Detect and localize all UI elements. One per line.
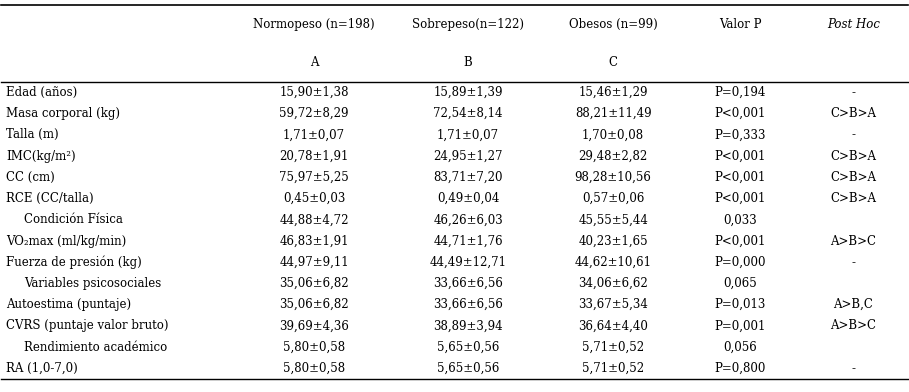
Text: CVRS (puntaje valor bruto): CVRS (puntaje valor bruto) xyxy=(6,319,168,332)
Text: 34,06±6,62: 34,06±6,62 xyxy=(578,277,648,290)
Text: 35,06±6,82: 35,06±6,82 xyxy=(279,298,349,311)
Text: B: B xyxy=(464,56,473,69)
Text: Fuerza de presión (kg): Fuerza de presión (kg) xyxy=(6,256,142,269)
Text: 0,033: 0,033 xyxy=(723,213,757,226)
Text: IMC(kg/m²): IMC(kg/m²) xyxy=(6,150,75,163)
Text: 0,45±0,03: 0,45±0,03 xyxy=(283,192,345,205)
Text: Sobrepeso(n=122): Sobrepeso(n=122) xyxy=(412,18,524,31)
Text: 0,49±0,04: 0,49±0,04 xyxy=(437,192,499,205)
Text: 33,66±6,56: 33,66±6,56 xyxy=(434,298,503,311)
Text: 1,71±0,07: 1,71±0,07 xyxy=(283,129,345,142)
Text: -: - xyxy=(851,86,855,99)
Text: Obesos (n=99): Obesos (n=99) xyxy=(569,18,657,31)
Text: P=0,000: P=0,000 xyxy=(714,256,765,269)
Text: 45,55±5,44: 45,55±5,44 xyxy=(578,213,648,226)
Text: 15,90±1,38: 15,90±1,38 xyxy=(279,86,349,99)
Text: Valor P: Valor P xyxy=(719,18,761,31)
Text: 44,49±12,71: 44,49±12,71 xyxy=(430,256,506,269)
Text: -: - xyxy=(851,362,855,375)
Text: 44,97±9,11: 44,97±9,11 xyxy=(279,256,349,269)
Text: 98,28±10,56: 98,28±10,56 xyxy=(574,171,652,184)
Text: 33,67±5,34: 33,67±5,34 xyxy=(578,298,648,311)
Text: 40,23±1,65: 40,23±1,65 xyxy=(578,234,648,247)
Text: 24,95±1,27: 24,95±1,27 xyxy=(434,150,503,163)
Text: 0,056: 0,056 xyxy=(723,341,757,354)
Text: Edad (años): Edad (años) xyxy=(6,86,77,99)
Text: 15,46±1,29: 15,46±1,29 xyxy=(578,86,648,99)
Text: VO₂max (ml/kg/min): VO₂max (ml/kg/min) xyxy=(6,234,126,247)
Text: 15,89±1,39: 15,89±1,39 xyxy=(434,86,503,99)
Text: 0,57±0,06: 0,57±0,06 xyxy=(582,192,644,205)
Text: A>B>C: A>B>C xyxy=(830,319,876,332)
Text: P<0,001: P<0,001 xyxy=(714,234,765,247)
Text: 5,65±0,56: 5,65±0,56 xyxy=(437,362,499,375)
Text: P<0,001: P<0,001 xyxy=(714,150,765,163)
Text: 0,065: 0,065 xyxy=(723,277,757,290)
Text: 29,48±2,82: 29,48±2,82 xyxy=(578,150,648,163)
Text: 46,26±6,03: 46,26±6,03 xyxy=(434,213,503,226)
Text: 39,69±4,36: 39,69±4,36 xyxy=(279,319,349,332)
Text: A>B,C: A>B,C xyxy=(834,298,874,311)
Text: P=0,194: P=0,194 xyxy=(714,86,765,99)
Text: 1,71±0,07: 1,71±0,07 xyxy=(437,129,499,142)
Text: 44,62±10,61: 44,62±10,61 xyxy=(574,256,652,269)
Text: P<0,001: P<0,001 xyxy=(714,107,765,120)
Text: P=0,013: P=0,013 xyxy=(714,298,765,311)
Text: P=0,333: P=0,333 xyxy=(714,129,765,142)
Text: 33,66±6,56: 33,66±6,56 xyxy=(434,277,503,290)
Text: 44,88±4,72: 44,88±4,72 xyxy=(279,213,349,226)
Text: P=0,800: P=0,800 xyxy=(714,362,765,375)
Text: 72,54±8,14: 72,54±8,14 xyxy=(434,107,503,120)
Text: Normopeso (n=198): Normopeso (n=198) xyxy=(254,18,375,31)
Text: Rendimiento académico: Rendimiento académico xyxy=(24,341,167,354)
Text: 44,71±1,76: 44,71±1,76 xyxy=(434,234,503,247)
Text: 75,97±5,25: 75,97±5,25 xyxy=(279,171,349,184)
Text: C>B>A: C>B>A xyxy=(830,171,876,184)
Text: 1,70±0,08: 1,70±0,08 xyxy=(582,129,644,142)
Text: C>B>A: C>B>A xyxy=(830,107,876,120)
Text: Masa corporal (kg): Masa corporal (kg) xyxy=(6,107,120,120)
Text: Condición Física: Condición Física xyxy=(24,213,123,226)
Text: Variables psicosociales: Variables psicosociales xyxy=(24,277,161,290)
Text: A>B>C: A>B>C xyxy=(830,234,876,247)
Text: 35,06±6,82: 35,06±6,82 xyxy=(279,277,349,290)
Text: 59,72±8,29: 59,72±8,29 xyxy=(279,107,349,120)
Text: C>B>A: C>B>A xyxy=(830,150,876,163)
Text: A: A xyxy=(310,56,318,69)
Text: 36,64±4,40: 36,64±4,40 xyxy=(578,319,648,332)
Text: 20,78±1,91: 20,78±1,91 xyxy=(279,150,349,163)
Text: 88,21±11,49: 88,21±11,49 xyxy=(574,107,652,120)
Text: -: - xyxy=(851,256,855,269)
Text: C: C xyxy=(609,56,617,69)
Text: P=0,001: P=0,001 xyxy=(714,319,765,332)
Text: 5,80±0,58: 5,80±0,58 xyxy=(283,341,345,354)
Text: 38,89±3,94: 38,89±3,94 xyxy=(434,319,503,332)
Text: 5,71±0,52: 5,71±0,52 xyxy=(582,362,644,375)
Text: Autoestima (puntaje): Autoestima (puntaje) xyxy=(6,298,131,311)
Text: 46,83±1,91: 46,83±1,91 xyxy=(279,234,349,247)
Text: 83,71±7,20: 83,71±7,20 xyxy=(434,171,503,184)
Text: Talla (m): Talla (m) xyxy=(6,129,58,142)
Text: 5,71±0,52: 5,71±0,52 xyxy=(582,341,644,354)
Text: Post Hoc: Post Hoc xyxy=(827,18,880,31)
Text: 5,65±0,56: 5,65±0,56 xyxy=(437,341,499,354)
Text: 5,80±0,58: 5,80±0,58 xyxy=(283,362,345,375)
Text: P<0,001: P<0,001 xyxy=(714,171,765,184)
Text: CC (cm): CC (cm) xyxy=(6,171,55,184)
Text: RCE (CC/talla): RCE (CC/talla) xyxy=(6,192,94,205)
Text: RA (1,0-7,0): RA (1,0-7,0) xyxy=(6,362,77,375)
Text: P<0,001: P<0,001 xyxy=(714,192,765,205)
Text: C>B>A: C>B>A xyxy=(830,192,876,205)
Text: -: - xyxy=(851,129,855,142)
